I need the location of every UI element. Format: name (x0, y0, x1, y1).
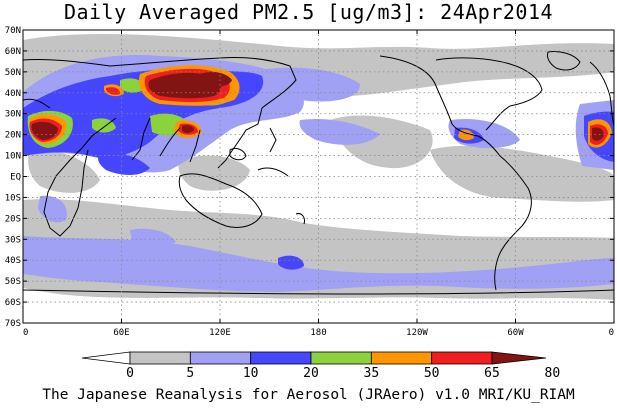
lat-tick-label: EQ (10, 173, 21, 183)
lat-tick-label: 10S (5, 193, 21, 203)
lat-tick-label: 10N (5, 152, 21, 162)
map-title: Daily Averaged PM2.5 [ug/m3]: 24Apr2014 (63, 0, 554, 24)
colorbar-level-label: 5 (186, 366, 194, 381)
lat-tick-label: 70N (5, 26, 21, 36)
colorbar-level-label: 35 (364, 366, 380, 381)
lat-tick-label: 40S (5, 256, 21, 266)
lat-tick-label: 30S (5, 235, 21, 245)
colorbar-segment (310, 351, 372, 365)
colorbar: 0 5 10 20 35 50 65 80 (81, 351, 561, 381)
lon-tick-label: 60E (113, 328, 129, 338)
pm25-map: 70N 60N 50N 40N 30N 20N 10N EQ 10S 20S 30S 40S 50S 60… (5, 26, 615, 338)
lat-tick-label: 30N (5, 110, 21, 120)
colorbar-level-label: 65 (484, 366, 500, 381)
colorbar-segment (189, 351, 252, 365)
lon-tick-label: 120W (406, 328, 428, 338)
colorbar-level-label: 10 (243, 366, 259, 381)
lon-tick-label: 180 (310, 328, 326, 338)
latitude-axis: 70N 60N 50N 40N 30N 20N 10N EQ 10S 20S 30S 40S 50S 60… (5, 26, 614, 329)
colorbar-level-label: 50 (424, 366, 440, 381)
lat-tick-label: 40N (5, 89, 21, 99)
colorbar-segment (431, 351, 493, 365)
lat-tick-label: 50S (5, 277, 21, 287)
colorbar-segment (129, 351, 191, 365)
lat-tick-label: 20S (5, 214, 21, 224)
colorbar-level-label: 80 (545, 366, 561, 381)
lon-tick-label: 60W (507, 328, 524, 338)
lat-tick-label: 60N (5, 47, 21, 57)
lon-tick-label: 120E (209, 328, 231, 338)
colorbar-segment (491, 351, 547, 365)
lon-tick-label: 0 (23, 328, 28, 338)
lat-tick-label: 60S (5, 298, 21, 308)
grid-lines (23, 30, 614, 323)
concentration-field (23, 33, 614, 300)
longitude-axis: 0 60E 120E 180 120W 60W 0 (22, 30, 615, 338)
field-level-above-80 (31, 72, 604, 141)
lon-tick-label: 0 (609, 328, 614, 338)
colorbar-segment (81, 351, 131, 365)
lat-tick-label: 20N (5, 131, 21, 141)
lat-tick-label: 70S (5, 319, 21, 329)
footer-credit: The Japanese Reanalysis for Aerosol (JRA… (42, 387, 575, 403)
colorbar-level-label: 20 (303, 366, 319, 381)
coastlines (23, 51, 614, 295)
colorbar-level-label: 0 (126, 366, 134, 381)
colorbar-segment (250, 351, 312, 365)
colorbar-segment (370, 351, 433, 365)
lat-tick-label: 50N (5, 68, 21, 78)
